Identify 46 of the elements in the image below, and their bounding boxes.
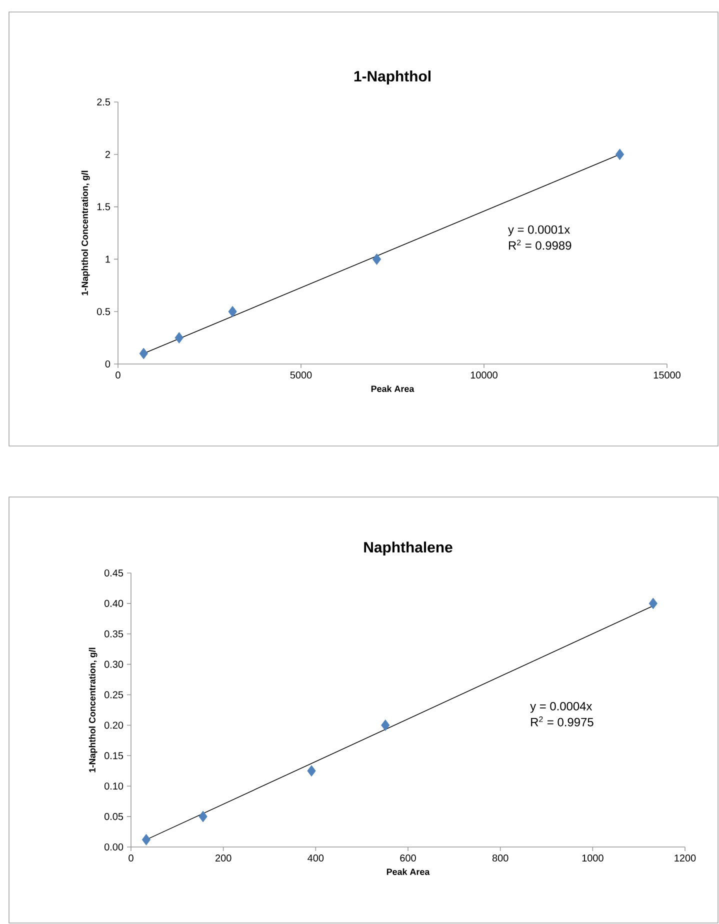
- chart-title: 1-Naphthol: [354, 70, 430, 84]
- y-axis-title: 1-Naphthol Concentration, g/l: [88, 648, 98, 772]
- x-tick-label: 5000: [290, 372, 312, 379]
- y-tick-label: 0: [105, 360, 110, 368]
- x-tick-label: 600: [400, 854, 416, 862]
- point: [372, 253, 382, 265]
- y-tick-label: 0.5: [97, 308, 110, 316]
- point: [615, 148, 624, 160]
- point: [198, 810, 208, 822]
- x-tick-label: 800: [492, 854, 508, 862]
- y-tick-label: 0.10: [104, 782, 124, 790]
- annotation: y = 0.0004x: [530, 702, 592, 713]
- y-tick-label: 0.20: [104, 722, 124, 729]
- x-axis-title: Peak Area: [371, 385, 414, 392]
- point: [307, 765, 316, 777]
- y-tick-label: 0.15: [104, 752, 124, 760]
- x-tick-label: 0: [128, 854, 134, 862]
- y-tick-label: 0.45: [104, 569, 124, 577]
- y-tick-label: 0.35: [104, 630, 124, 638]
- annotation: R$^{2}$ = 0.9989: [508, 240, 572, 250]
- x-tick-label: 400: [308, 854, 324, 862]
- x-tick-label: 1000: [582, 854, 604, 862]
- y-axis-title: 1-Naphthol Concentration, g/l: [81, 170, 90, 296]
- y-tick-label: 2: [105, 150, 110, 158]
- y-tick-label: 0.05: [104, 813, 124, 820]
- annotation: R$^{2}$ = 0.9975: [531, 716, 594, 726]
- point: [142, 834, 151, 846]
- y-tick-label: 0.40: [104, 600, 124, 607]
- annotation: y = 0.0001x: [508, 225, 570, 236]
- x-tick-label: 1200: [674, 854, 696, 862]
- y-tick-label: 0.30: [104, 660, 124, 668]
- point: [174, 332, 184, 344]
- point: [381, 720, 390, 731]
- x-tick-label: 200: [216, 854, 232, 862]
- x-tick-label: 15000: [654, 372, 680, 379]
- y-tick-label: 1: [106, 256, 110, 263]
- chart-title: Naphthalene: [364, 542, 452, 556]
- point: [648, 598, 658, 610]
- point: [139, 348, 148, 360]
- x-axis-title: Peak Area: [386, 868, 430, 875]
- y-tick-label: 0.25: [104, 691, 124, 698]
- y-tick-label: 1.5: [97, 203, 110, 210]
- point: [228, 306, 237, 318]
- x-tick-label: 10000: [470, 372, 498, 379]
- y-tick-label: 0.00: [104, 843, 124, 851]
- y-tick-label: 2.5: [97, 98, 110, 106]
